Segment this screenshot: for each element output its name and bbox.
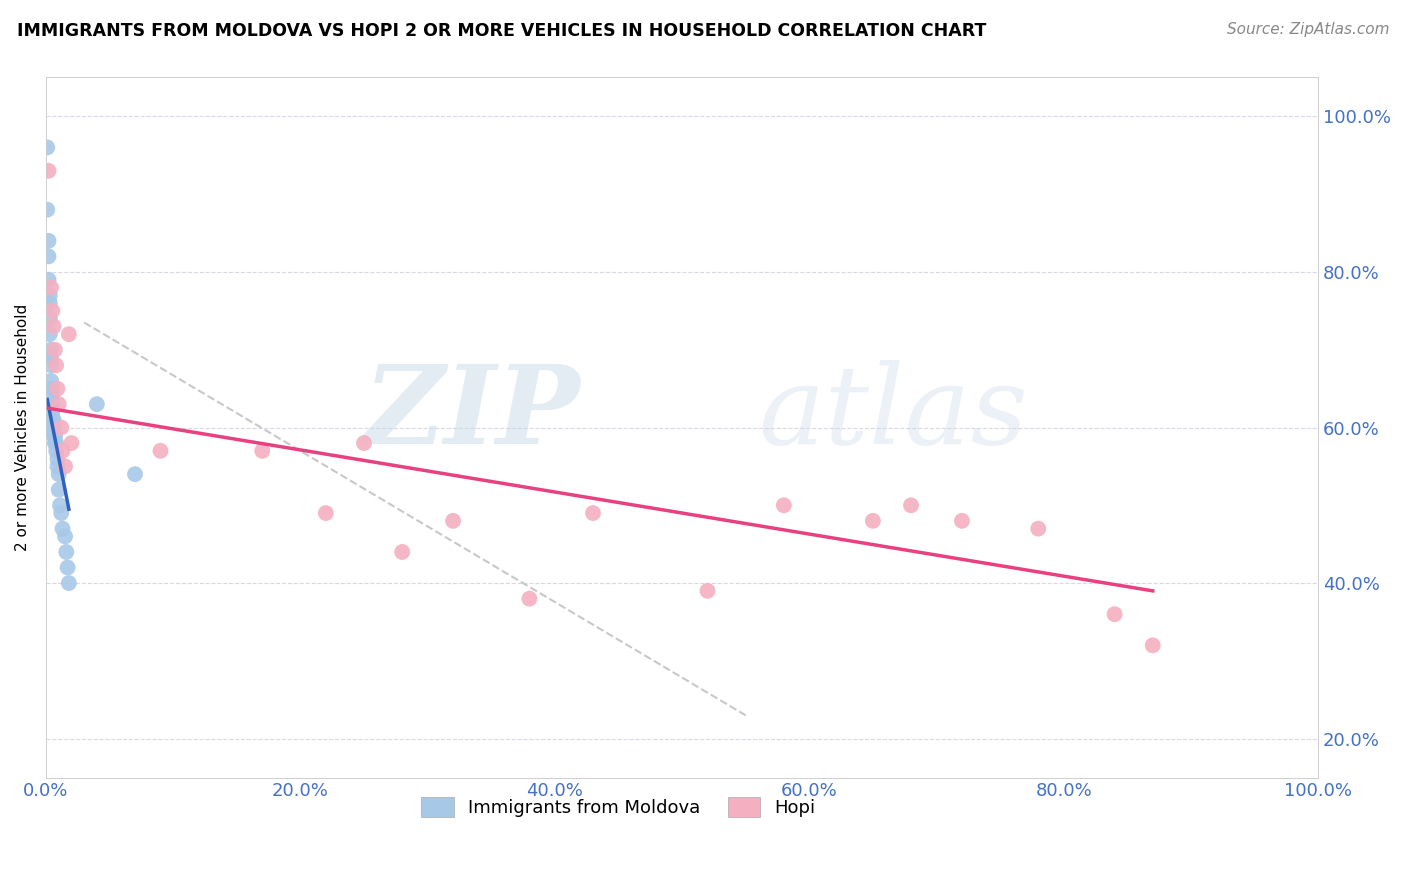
Point	[86, 397, 108, 411]
Point	[900, 498, 922, 512]
Point	[56, 560, 79, 574]
Text: Source: ZipAtlas.com: Source: ZipAtlas.com	[1226, 22, 1389, 37]
Point	[38, 273, 60, 287]
Point	[696, 583, 718, 598]
Point	[519, 591, 541, 606]
Point	[53, 529, 76, 543]
Point	[45, 443, 67, 458]
Point	[58, 576, 80, 591]
Point	[51, 443, 73, 458]
Point	[39, 280, 62, 294]
Point	[41, 397, 63, 411]
Point	[38, 327, 60, 342]
Point	[41, 389, 63, 403]
Point	[45, 436, 67, 450]
Point	[42, 413, 65, 427]
Point	[862, 514, 884, 528]
Point	[38, 234, 60, 248]
Point	[38, 296, 60, 310]
Point	[582, 506, 605, 520]
Text: ZIP: ZIP	[364, 359, 581, 467]
Point	[46, 459, 69, 474]
Point	[391, 545, 413, 559]
Point	[46, 382, 69, 396]
Point	[41, 303, 63, 318]
Point	[39, 351, 62, 365]
Point	[41, 413, 63, 427]
Point	[39, 374, 62, 388]
Point	[42, 428, 65, 442]
Point	[48, 483, 70, 497]
Point	[1142, 638, 1164, 652]
Point	[51, 506, 73, 520]
Point	[44, 343, 66, 357]
Point	[38, 311, 60, 326]
Point	[124, 467, 146, 482]
Point	[41, 397, 63, 411]
Point	[49, 498, 72, 512]
Text: atlas: atlas	[758, 359, 1028, 467]
Point	[42, 319, 65, 334]
Point	[48, 397, 70, 411]
Point	[55, 545, 77, 559]
Point	[41, 405, 63, 419]
Point	[41, 413, 63, 427]
Point	[45, 358, 67, 372]
Point	[37, 140, 59, 154]
Point	[60, 436, 83, 450]
Point	[353, 436, 375, 450]
Point	[41, 382, 63, 396]
Point	[44, 436, 66, 450]
Point	[1104, 607, 1126, 622]
Point	[51, 522, 73, 536]
Point	[252, 443, 274, 458]
Point	[44, 428, 66, 442]
Point	[58, 327, 80, 342]
Point	[38, 288, 60, 302]
Point	[39, 358, 62, 372]
Point	[149, 443, 172, 458]
Point	[42, 420, 65, 434]
Point	[42, 420, 65, 434]
Point	[39, 343, 62, 357]
Y-axis label: 2 or more Vehicles in Household: 2 or more Vehicles in Household	[15, 304, 30, 551]
Point	[38, 249, 60, 263]
Point	[51, 420, 73, 434]
Text: IMMIGRANTS FROM MOLDOVA VS HOPI 2 OR MORE VEHICLES IN HOUSEHOLD CORRELATION CHAR: IMMIGRANTS FROM MOLDOVA VS HOPI 2 OR MOR…	[17, 22, 986, 40]
Point	[38, 163, 60, 178]
Point	[315, 506, 337, 520]
Point	[44, 428, 66, 442]
Point	[772, 498, 794, 512]
Point	[1026, 522, 1049, 536]
Point	[950, 514, 973, 528]
Point	[46, 451, 69, 466]
Point	[48, 467, 70, 482]
Point	[441, 514, 464, 528]
Point	[53, 459, 76, 474]
Legend: Immigrants from Moldova, Hopi: Immigrants from Moldova, Hopi	[413, 790, 823, 824]
Point	[37, 202, 59, 217]
